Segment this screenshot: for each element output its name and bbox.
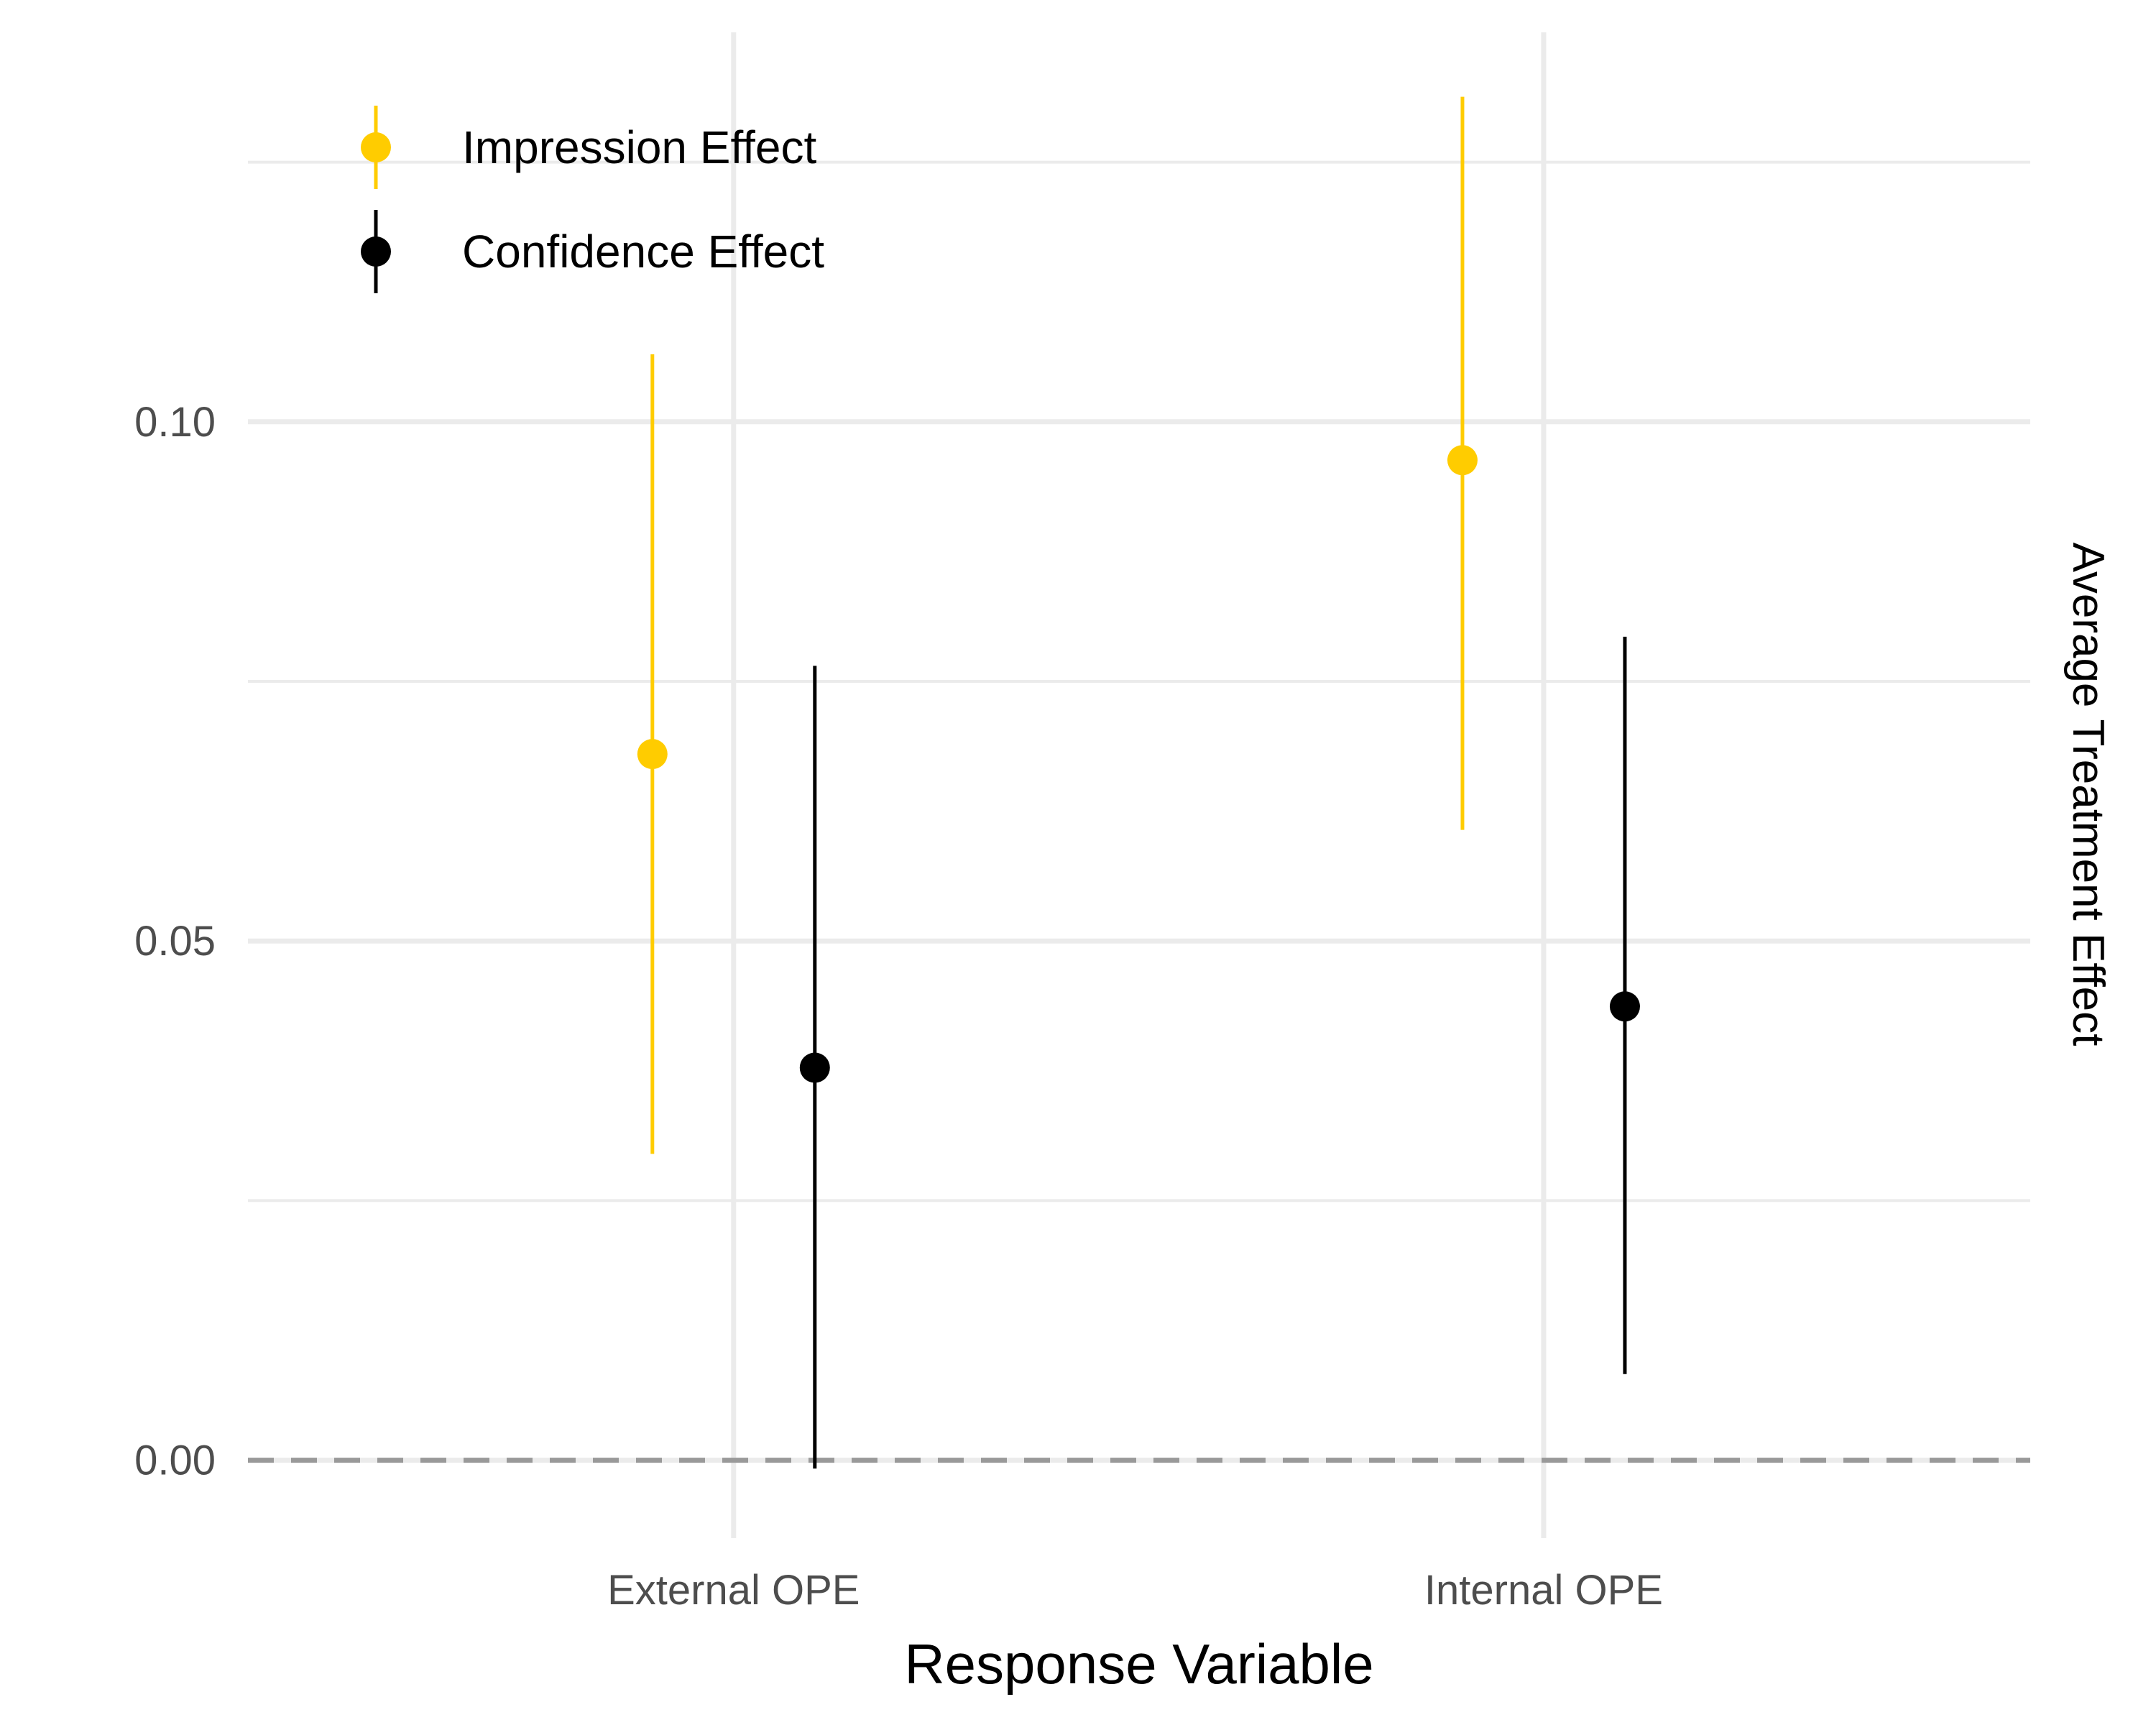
data-point [799, 1052, 830, 1083]
y-tick-label: 0.05 [134, 918, 216, 965]
x-tick-label: External OPE [607, 1567, 860, 1614]
data-point [1609, 991, 1640, 1022]
series-layer [637, 96, 1640, 1469]
legend-item: Confidence Effect [361, 210, 824, 293]
y-tick-label: 0.10 [134, 399, 216, 446]
y-tick-label: 0.00 [134, 1438, 216, 1484]
legend: Impression Effect Confidence Effect [361, 106, 824, 293]
x-tick-label: Internal OPE [1424, 1567, 1663, 1614]
y-tick-labels: 0.00 0.05 0.10 [134, 399, 216, 1484]
data-point [637, 739, 668, 770]
x-axis-title: Response Variable [904, 1632, 1373, 1696]
data-point [1447, 445, 1478, 476]
legend-key-point [361, 132, 391, 162]
legend-label: Impression Effect [462, 121, 816, 173]
legend-key-point [361, 236, 391, 267]
x-tick-labels: External OPE Internal OPE [607, 1567, 1663, 1614]
legend-label: Confidence Effect [462, 226, 824, 277]
y-axis-title: Average Treatment Effect [2063, 543, 2113, 1046]
legend-item: Impression Effect [361, 106, 816, 189]
